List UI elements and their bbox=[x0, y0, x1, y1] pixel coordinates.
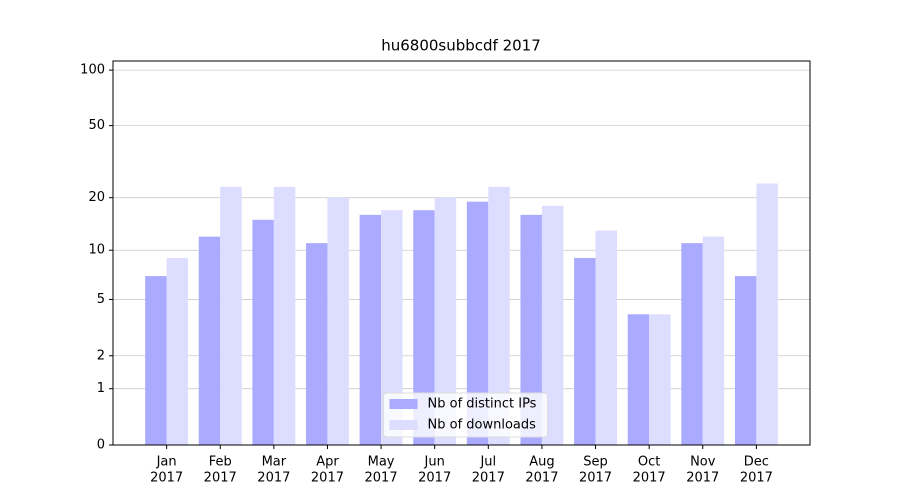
x-tick-label: 2017 bbox=[525, 471, 558, 486]
y-tick-label: 10 bbox=[88, 243, 105, 258]
legend-swatch bbox=[389, 399, 418, 409]
bar bbox=[488, 186, 510, 445]
chart-title: hu6800subbcdf 2017 bbox=[381, 37, 541, 55]
bar bbox=[381, 210, 403, 445]
bar bbox=[466, 201, 489, 445]
x-tick-label: May bbox=[368, 455, 395, 470]
x-tick-label: 2017 bbox=[204, 471, 237, 486]
x-tick-label: Jun bbox=[424, 455, 445, 470]
x-tick-label: 2017 bbox=[150, 471, 183, 486]
legend-label: Nb of downloads bbox=[428, 418, 537, 433]
x-tick-label: 2017 bbox=[311, 471, 344, 486]
x-tick-label: 2017 bbox=[418, 471, 451, 486]
x-tick-label: Mar bbox=[262, 455, 287, 470]
bar bbox=[166, 257, 189, 445]
bar bbox=[359, 214, 382, 445]
bar bbox=[198, 236, 221, 445]
x-tick-label: Aug bbox=[529, 455, 554, 470]
bar bbox=[520, 214, 542, 445]
x-tick-label: Jul bbox=[479, 455, 496, 470]
bar bbox=[681, 243, 703, 445]
x-tick-label: Dec bbox=[744, 455, 769, 470]
bar bbox=[413, 210, 435, 445]
x-tick-label: Sep bbox=[583, 455, 608, 470]
bar bbox=[734, 276, 757, 445]
legend-label: Nb of distinct IPs bbox=[428, 397, 537, 412]
y-tick-label: 50 bbox=[88, 118, 105, 133]
plot-frame bbox=[112, 60, 811, 446]
y-tick-label: 1 bbox=[97, 381, 105, 396]
x-tick-label: Apr bbox=[316, 455, 339, 470]
x-tick-label: Jan bbox=[156, 455, 177, 470]
bar bbox=[649, 314, 671, 445]
x-tick-label: Nov bbox=[690, 455, 716, 470]
bar bbox=[702, 236, 725, 445]
x-tick-label: 2017 bbox=[633, 471, 666, 486]
bar bbox=[574, 257, 596, 445]
bar bbox=[595, 230, 617, 445]
bar bbox=[541, 205, 564, 445]
y-tick-label: 20 bbox=[88, 190, 105, 205]
bar bbox=[145, 276, 167, 445]
x-tick-label: 2017 bbox=[740, 471, 773, 486]
bar bbox=[306, 243, 328, 445]
y-tick-label: 2 bbox=[97, 348, 105, 363]
x-tick-label: 2017 bbox=[686, 471, 719, 486]
x-tick-label: Oct bbox=[638, 455, 660, 470]
bar bbox=[273, 186, 296, 445]
legend: Nb of distinct IPs Nb of downloads bbox=[383, 392, 548, 438]
x-tick-label: 2017 bbox=[472, 471, 505, 486]
bar bbox=[756, 183, 778, 445]
bar bbox=[327, 197, 349, 445]
legend-swatch bbox=[389, 420, 418, 430]
y-tick-label: 5 bbox=[97, 292, 105, 307]
x-tick-label: 2017 bbox=[365, 471, 398, 486]
bar bbox=[434, 197, 457, 445]
bar bbox=[627, 314, 650, 445]
x-tick-label: 2017 bbox=[257, 471, 290, 486]
y-tick-label: 0 bbox=[97, 438, 105, 453]
bar bbox=[252, 219, 274, 445]
bar bbox=[220, 186, 242, 445]
y-tick-label: 100 bbox=[80, 63, 105, 78]
legend-box bbox=[383, 392, 548, 438]
x-tick-label: 2017 bbox=[579, 471, 612, 486]
x-tick-label: Feb bbox=[209, 455, 232, 470]
